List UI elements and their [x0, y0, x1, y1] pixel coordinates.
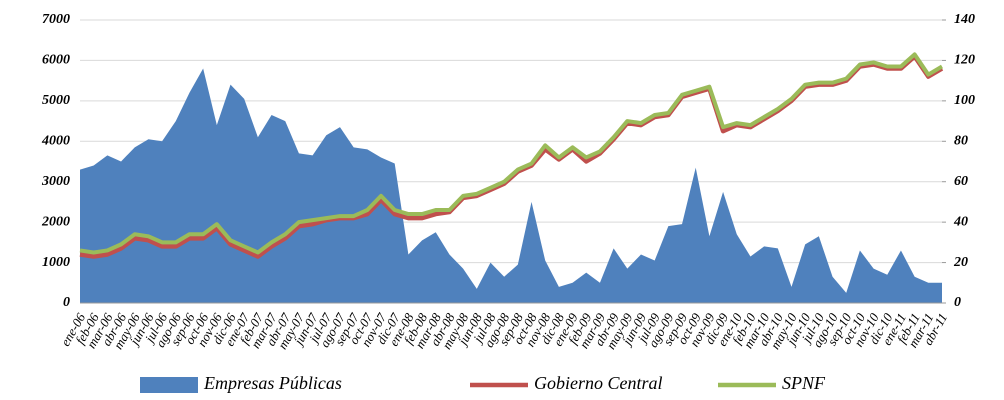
y2-tick-label: 100: [954, 93, 975, 108]
y-tick-label: 0: [63, 295, 70, 310]
y2-tick-label: 140: [954, 12, 975, 27]
y-tick-label: 6000: [42, 53, 70, 68]
legend-label: Gobierno Central: [534, 373, 663, 393]
legend-label: Empresas Públicas: [203, 373, 342, 393]
y2-tick-label: 80: [954, 134, 968, 149]
y-tick-label: 1000: [42, 255, 70, 270]
y2-tick-label: 40: [953, 214, 968, 229]
y-tick-label: 4000: [41, 134, 70, 149]
y-tick-label: 7000: [42, 12, 70, 27]
y2-tick-label: 20: [953, 255, 968, 270]
legend-swatch: [140, 377, 198, 393]
legend-label: SPNF: [782, 373, 826, 393]
y-tick-label: 5000: [42, 93, 70, 108]
y2-tick-label: 120: [954, 53, 975, 68]
y2-tick-label: 60: [954, 174, 968, 189]
y-tick-label: 3000: [41, 174, 70, 189]
area: [80, 68, 942, 303]
y2-tick-label: 0: [954, 295, 961, 310]
y-tick-label: 2000: [41, 214, 70, 229]
line: [79, 52, 944, 255]
